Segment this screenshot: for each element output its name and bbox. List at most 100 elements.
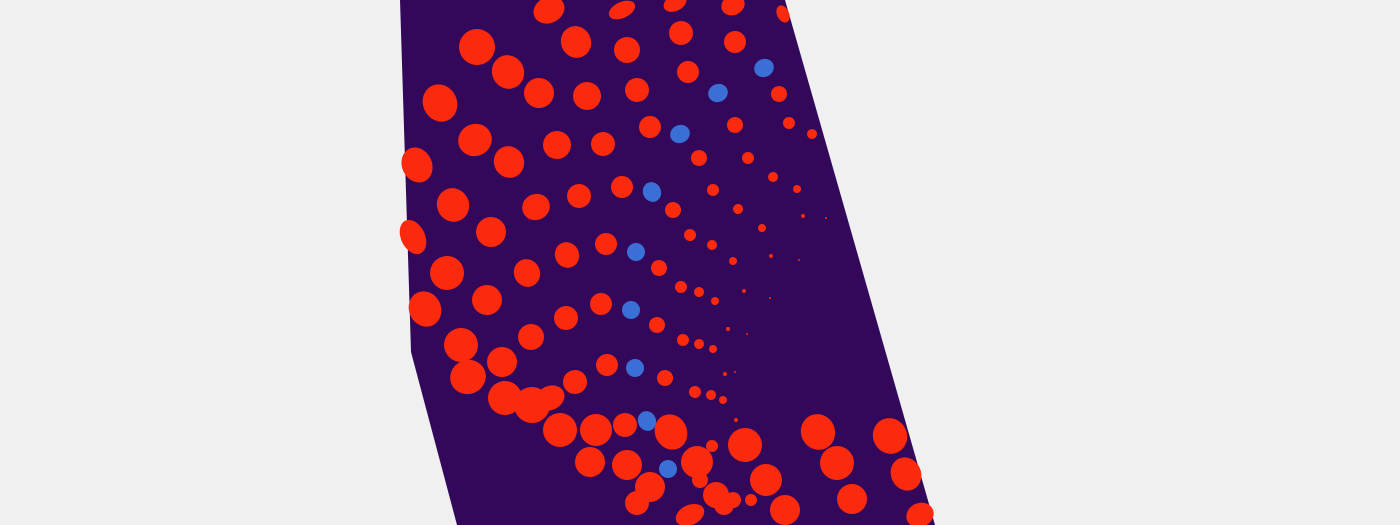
blue-dot	[670, 124, 690, 144]
blue-dot	[659, 460, 677, 478]
red-dot	[750, 464, 782, 496]
red-dot	[694, 339, 704, 349]
red-dot	[770, 495, 800, 525]
red-dot	[573, 82, 601, 110]
red-dot	[654, 414, 688, 450]
red-dot	[493, 146, 525, 178]
red-dot	[709, 345, 717, 353]
red-dot	[746, 333, 748, 335]
red-dot	[758, 224, 766, 232]
red-dot	[820, 446, 854, 480]
red-dot	[675, 503, 705, 525]
red-dot	[401, 147, 433, 183]
red-dot	[724, 31, 746, 53]
red-dot	[837, 484, 867, 514]
red-dot	[399, 219, 427, 255]
red-dot	[677, 61, 699, 84]
red-dot	[734, 418, 738, 422]
red-dot	[783, 117, 795, 129]
red-dot	[807, 129, 817, 139]
red-dot	[614, 37, 640, 63]
red-dot	[459, 29, 495, 65]
red-dot	[793, 185, 801, 194]
red-dot	[524, 78, 554, 108]
red-dot	[625, 78, 649, 102]
red-dot	[422, 84, 458, 122]
red-dot	[554, 242, 580, 268]
red-dot	[613, 413, 637, 437]
blue-dot	[626, 359, 644, 377]
red-dot	[476, 217, 506, 247]
red-dot	[472, 285, 502, 315]
red-dot	[430, 256, 464, 290]
red-dot	[560, 26, 592, 58]
red-dot	[444, 328, 478, 362]
red-dot	[590, 293, 612, 315]
red-dot	[458, 123, 492, 157]
red-dot	[611, 176, 633, 198]
red-dot	[533, 0, 565, 24]
red-dot	[800, 414, 836, 450]
red-dot	[707, 240, 717, 250]
blue-dot	[642, 182, 662, 202]
red-dot	[543, 131, 571, 159]
red-dot	[801, 214, 805, 219]
red-dot	[691, 150, 707, 166]
red-dot	[408, 291, 442, 327]
red-dot	[706, 440, 718, 452]
red-dot	[681, 446, 713, 478]
red-dot	[575, 447, 605, 477]
red-dot	[543, 413, 577, 447]
red-dot	[639, 116, 661, 138]
blue-dot	[754, 58, 774, 78]
red-dot	[663, 0, 687, 12]
red-dot	[554, 306, 578, 330]
red-dot	[694, 287, 704, 297]
red-dot	[625, 491, 649, 515]
red-dot	[596, 354, 618, 376]
red-dot	[776, 5, 790, 23]
red-dot	[742, 289, 746, 293]
red-dot	[771, 86, 787, 102]
blue-dot	[627, 243, 645, 261]
red-dot	[567, 184, 591, 209]
blue-dot	[622, 301, 640, 319]
red-dot	[727, 117, 743, 133]
red-dot	[491, 55, 525, 89]
red-dot	[522, 193, 550, 221]
red-dot	[665, 202, 681, 218]
red-dot	[726, 327, 730, 331]
red-dot	[719, 396, 727, 404]
red-dot	[689, 386, 701, 398]
red-dot	[721, 0, 745, 16]
red-dot	[677, 334, 689, 346]
red-dot	[684, 229, 696, 241]
red-dot	[450, 359, 486, 395]
red-dot	[798, 259, 800, 261]
red-dot	[769, 297, 771, 299]
red-dot	[825, 217, 827, 219]
red-dot	[872, 418, 908, 454]
red-dot	[729, 257, 737, 265]
red-dot	[518, 324, 544, 350]
red-dot	[513, 259, 541, 287]
red-dot	[651, 260, 667, 276]
red-dot	[714, 495, 734, 515]
red-dot	[768, 172, 778, 182]
red-dot	[723, 372, 727, 376]
red-dot	[535, 385, 565, 411]
blue-dot	[637, 411, 657, 431]
red-dot	[707, 184, 719, 196]
red-dot	[728, 428, 762, 462]
red-dot	[669, 21, 693, 45]
red-dot	[906, 502, 934, 525]
red-dot	[563, 370, 587, 394]
red-dot	[487, 347, 517, 377]
red-dot	[745, 494, 757, 506]
red-dot	[595, 233, 617, 255]
red-dot	[711, 297, 719, 305]
red-dot	[706, 390, 716, 400]
red-dot	[580, 414, 612, 446]
red-dot	[890, 457, 922, 491]
